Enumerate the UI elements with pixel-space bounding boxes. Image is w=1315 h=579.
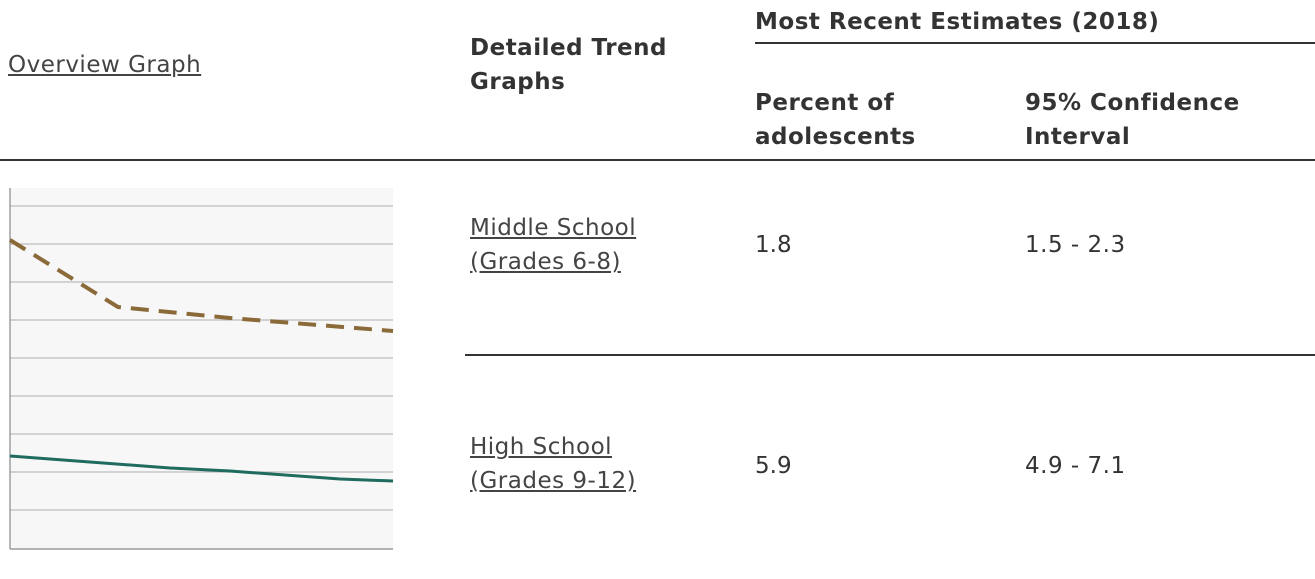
- high-school-line: [9, 454, 394, 483]
- middle-school-line: [8, 238, 394, 333]
- header-rule: [0, 159, 1315, 161]
- graph-bg: [10, 188, 393, 549]
- grid: [10, 205, 393, 511]
- overview-graph: [8, 188, 394, 550]
- ci-cell: 4.9 - 7.1: [1025, 453, 1126, 479]
- ci-header: 95% Confidence Interval: [1025, 90, 1240, 150]
- ci-cell: 1.5 - 2.3: [1025, 232, 1126, 258]
- detailed-header: Detailed Trend Graphs: [470, 35, 667, 95]
- row-link[interactable]: Middle School (Grades 6-8): [470, 215, 637, 275]
- overview-link[interactable]: Overview Graph: [8, 52, 202, 78]
- percent-header: Percent of adolescents: [755, 90, 916, 150]
- percent-cell: 5.9: [755, 453, 792, 479]
- group-rule: [755, 42, 1315, 44]
- row-link[interactable]: High School (Grades 9-12): [470, 434, 637, 494]
- group-header: Most Recent Estimates (2018): [755, 9, 1160, 35]
- percent-cell: 1.8: [755, 232, 792, 258]
- row-rule: [465, 354, 1315, 356]
